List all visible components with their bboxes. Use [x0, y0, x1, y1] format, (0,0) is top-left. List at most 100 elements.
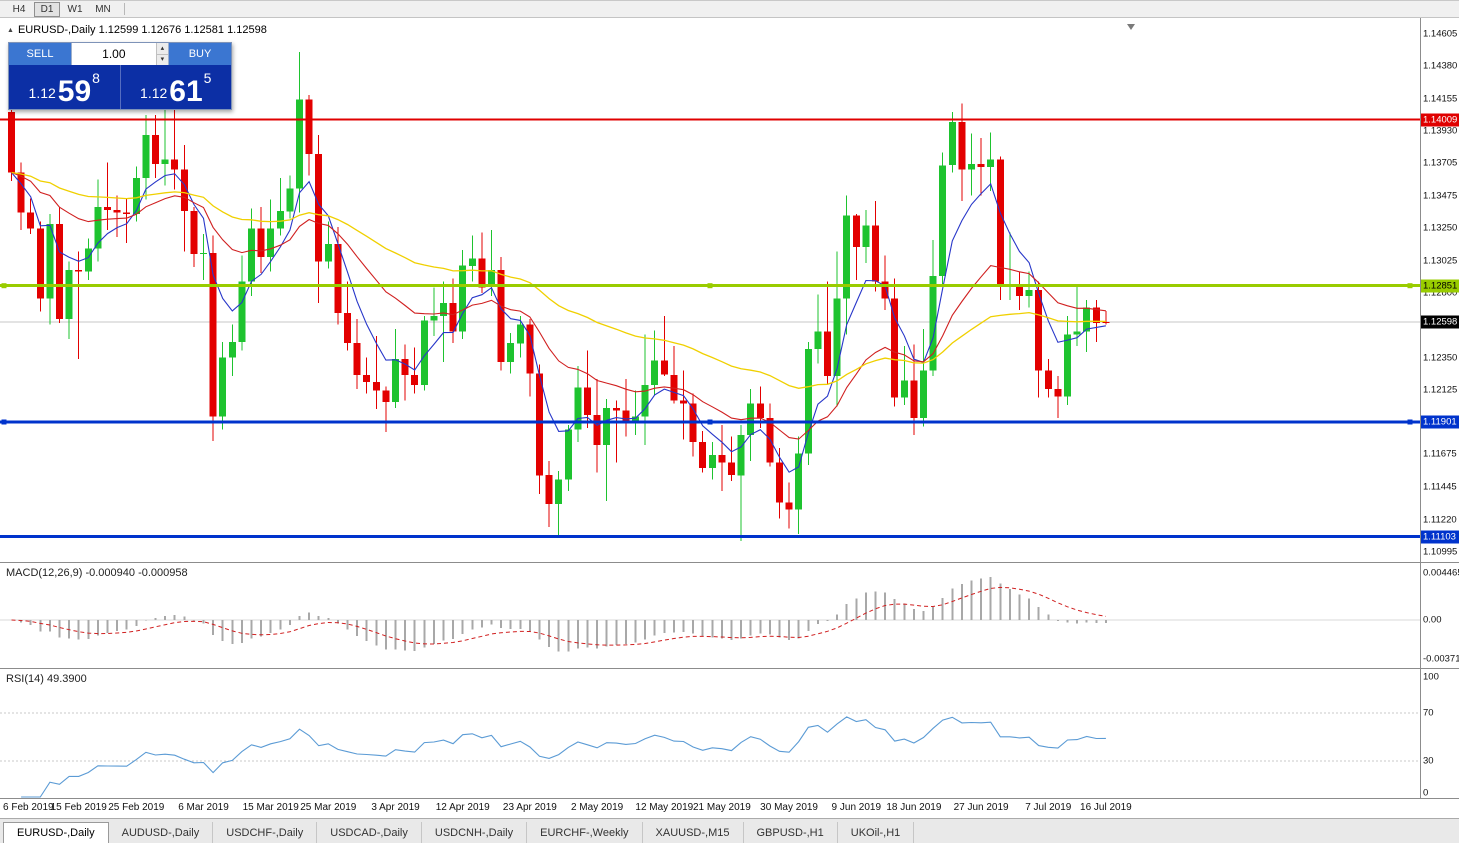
volume-increase-button[interactable]: ▴ — [156, 43, 168, 55]
candle-body — [334, 244, 342, 314]
support-mid-handle[interactable] — [707, 419, 713, 425]
candle-body — [228, 341, 236, 358]
candle-body — [401, 359, 409, 375]
timeframe-w1-button[interactable]: W1 — [67, 3, 83, 15]
macd-axis-label: 0.004465 — [1423, 567, 1459, 579]
candle-body — [1073, 331, 1081, 335]
price-axis-badge: 1.12851 — [1421, 279, 1459, 293]
chart-tab[interactable]: EURCHF-,Weekly — [527, 822, 643, 843]
sell-price-display[interactable]: 1.12 59 8 — [9, 65, 120, 109]
candle-body — [939, 165, 947, 276]
date-axis-label: 15 Mar 2019 — [242, 802, 299, 813]
candle-body — [574, 387, 582, 430]
timeframe-d1-button[interactable]: D1 — [34, 1, 60, 17]
date-axis-label: 12 Apr 2019 — [435, 802, 490, 813]
candle-body — [804, 349, 812, 454]
price-axis-label: 1.13930 — [1423, 125, 1458, 137]
ma-fast-line — [11, 172, 1106, 473]
candle-body — [564, 429, 572, 480]
candle-body — [756, 403, 764, 418]
date-axis-label: 23 Apr 2019 — [502, 802, 557, 813]
date-axis-label: 7 Jul 2019 — [1025, 802, 1072, 813]
toolbar-separator — [124, 3, 125, 15]
candle-body — [728, 462, 735, 476]
candle-body — [526, 324, 534, 374]
candle-body — [190, 211, 198, 255]
candle-body — [344, 313, 351, 344]
candle-body — [516, 324, 524, 344]
chart-tab[interactable]: UKOil-,H1 — [837, 822, 915, 843]
price-axis-label: 1.12125 — [1423, 384, 1458, 396]
volume-decrease-button[interactable]: ▾ — [156, 54, 168, 65]
rsi-axis: 100 70 30 0 — [1420, 669, 1459, 798]
candle-body — [468, 258, 476, 266]
price-axis-badge: 1.11103 — [1421, 530, 1459, 543]
candle-body — [833, 298, 841, 377]
candle-body — [545, 475, 553, 504]
candle-body — [449, 303, 457, 332]
candle-body — [622, 410, 630, 423]
candle-body — [440, 303, 447, 316]
rsi-panel[interactable]: RSI(14) 49.3900 100 70 30 0 — [0, 669, 1459, 799]
date-axis-label: 15 Feb 2019 — [50, 802, 107, 813]
rsi-axis-label: 0 — [1423, 787, 1429, 799]
date-axis-label: 9 Jun 2019 — [831, 802, 882, 813]
price-axis-label: 1.12350 — [1423, 352, 1458, 364]
candle-body — [420, 320, 428, 385]
candlestick-chart[interactable] — [0, 18, 1420, 563]
sell-button[interactable]: SELL — [9, 43, 71, 65]
support-mid-handle[interactable] — [1, 419, 7, 425]
candle-body — [113, 209, 121, 213]
candle-body — [584, 387, 591, 415]
chart-tab[interactable]: USDCHF-,Daily — [213, 822, 318, 843]
date-axis-label: 16 Jul 2019 — [1080, 802, 1132, 813]
chart-tab[interactable]: XAUUSD-,M15 — [642, 822, 744, 843]
chart-tab[interactable]: AUDUSD-,Daily — [108, 822, 214, 843]
candle-body — [555, 479, 563, 504]
timeframe-toolbar: H4 D1 W1 MN — [0, 1, 1459, 18]
candle-body — [363, 374, 371, 382]
buy-button[interactable]: BUY — [169, 43, 231, 65]
chart-shift-marker[interactable] — [1127, 24, 1135, 30]
macd-panel[interactable]: MACD(12,26,9) -0.000940 -0.000958 0.0044… — [0, 563, 1459, 669]
candle-body — [296, 99, 303, 189]
candle-body — [430, 316, 438, 321]
candle-body — [219, 357, 227, 417]
timeframe-h4-button[interactable]: H4 — [12, 3, 26, 15]
date-axis-label: 6 Feb 2019 — [3, 802, 54, 813]
candle-body — [872, 225, 879, 282]
candle-body — [1035, 290, 1043, 371]
volume-input[interactable] — [72, 43, 156, 65]
candle-body — [660, 360, 668, 375]
rsi-axis-label: 100 — [1423, 671, 1439, 683]
chart-tab[interactable]: USDCAD-,Daily — [317, 822, 422, 843]
candle-body — [612, 407, 620, 411]
candle-body — [718, 455, 726, 463]
candle-body — [286, 188, 294, 212]
candle-body — [958, 122, 966, 170]
candle-body — [248, 228, 255, 282]
candle-body — [132, 178, 140, 215]
macd-axis-label: -0.00371 — [1423, 653, 1459, 665]
candle-body — [104, 206, 111, 210]
pivot-green-handle[interactable] — [1, 283, 7, 289]
candle-body — [843, 215, 851, 299]
timeframe-mn-button[interactable]: MN — [95, 3, 111, 15]
candle-body — [747, 403, 755, 436]
buy-price-display[interactable]: 1.12 61 5 — [121, 65, 232, 109]
price-chart-panel[interactable]: ▲ EURUSD-,Daily 1.12599 1.12676 1.12581 … — [0, 18, 1459, 563]
chart-tab[interactable]: EURUSD-,Daily — [3, 822, 109, 843]
pivot-green-handle[interactable] — [1407, 283, 1413, 289]
candle-body — [987, 159, 995, 167]
macd-axis-label: 0.00 — [1423, 614, 1442, 626]
candle-body — [929, 275, 937, 371]
support-mid-handle[interactable] — [1407, 419, 1413, 425]
chart-tab[interactable]: USDCNH-,Daily — [421, 822, 528, 843]
chart-tab[interactable]: GBPUSD-,H1 — [743, 822, 838, 843]
pivot-green-handle[interactable] — [707, 283, 713, 289]
candle-body — [1102, 321, 1110, 323]
date-axis-label: 18 Jun 2019 — [886, 802, 942, 813]
candle-body — [324, 244, 332, 262]
symbol-ohlc-text: EURUSD-,Daily 1.12599 1.12676 1.12581 1.… — [17, 24, 267, 36]
candle-body — [267, 228, 275, 258]
